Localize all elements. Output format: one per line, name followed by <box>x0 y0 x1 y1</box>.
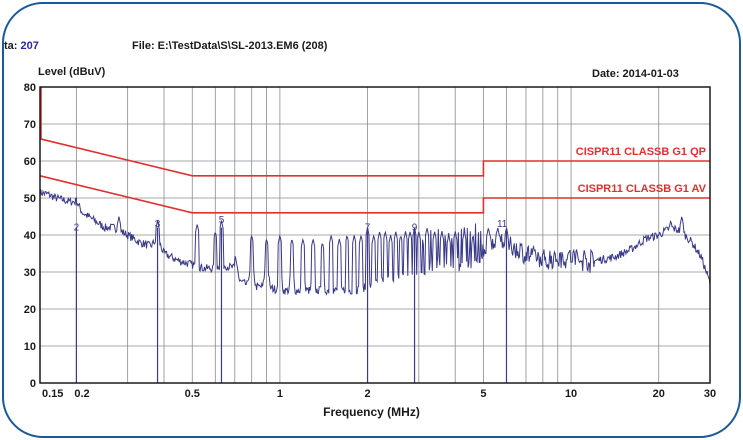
plot-border <box>39 86 711 384</box>
peak-marker-label: 3 <box>155 219 161 230</box>
limit-line <box>39 175 710 214</box>
y-tick-label: 80 <box>24 82 36 94</box>
x-tick-label: 5 <box>480 388 486 400</box>
x-tick-label: 10 <box>565 388 577 400</box>
x-tick-label: 2 <box>364 388 370 400</box>
y-tick-label: 70 <box>24 119 36 131</box>
chart-grid <box>40 86 711 384</box>
limit-lines: CISPR11 CLASSB G1 QP CISPR11 CLASSB G1 AV <box>39 87 710 214</box>
peak-marker-label: 2 <box>74 223 80 234</box>
x-tick-label: 1 <box>277 388 283 400</box>
y-tick-label: 60 <box>24 156 36 168</box>
peak-markers: 1 2 3 5 7 9 11 <box>74 197 508 234</box>
peak-marker-label: 11 <box>497 219 508 230</box>
y-tick-label: 30 <box>24 267 36 279</box>
file-path-label: File: E:\TestData\S\SL-2013.EM6 (208) <box>132 40 328 52</box>
measurement-trace <box>39 189 711 296</box>
limit-label: CISPR11 CLASSB G1 AV <box>578 183 707 195</box>
y-tick-label: 40 <box>24 230 36 242</box>
data-count-prefix: ta: <box>4 40 18 52</box>
x-tick-label: 30 <box>704 388 716 400</box>
limit-line <box>39 138 710 177</box>
peak-marker-label: 9 <box>412 223 418 234</box>
x-tick-label: 20 <box>653 388 665 400</box>
limit-label: CISPR11 CLASSB G1 QP <box>576 146 706 158</box>
y-tick-label: 10 <box>24 341 36 353</box>
peak-marker-label: 5 <box>219 215 225 226</box>
x-tick-label: 0.2 <box>74 388 89 400</box>
x-axis-label: Frequency (MHz) <box>323 405 420 419</box>
peak-marker-label: 1 <box>74 197 80 208</box>
y-tick-label: 50 <box>24 193 36 205</box>
x-tick-label: 0.15 <box>42 388 63 400</box>
y-axis-label: Level (dBuV) <box>38 66 106 78</box>
data-count-label: ta: 207 <box>4 40 39 52</box>
y-tick-label: 0 <box>30 378 36 390</box>
measurement-line <box>39 189 711 296</box>
date-label: Date: 2014-01-03 <box>592 68 679 80</box>
data-count-value: 207 <box>20 40 39 52</box>
axis-ticks: 0 10 20 30 40 50 60 70 80 0.15 0.2 0.5 1 2 5 10 20 30 <box>24 82 716 400</box>
marker-lines <box>75 227 508 383</box>
x-tick-label: 0.5 <box>185 388 200 400</box>
y-tick-label: 20 <box>24 304 36 316</box>
peak-marker-label: 7 <box>365 223 371 234</box>
